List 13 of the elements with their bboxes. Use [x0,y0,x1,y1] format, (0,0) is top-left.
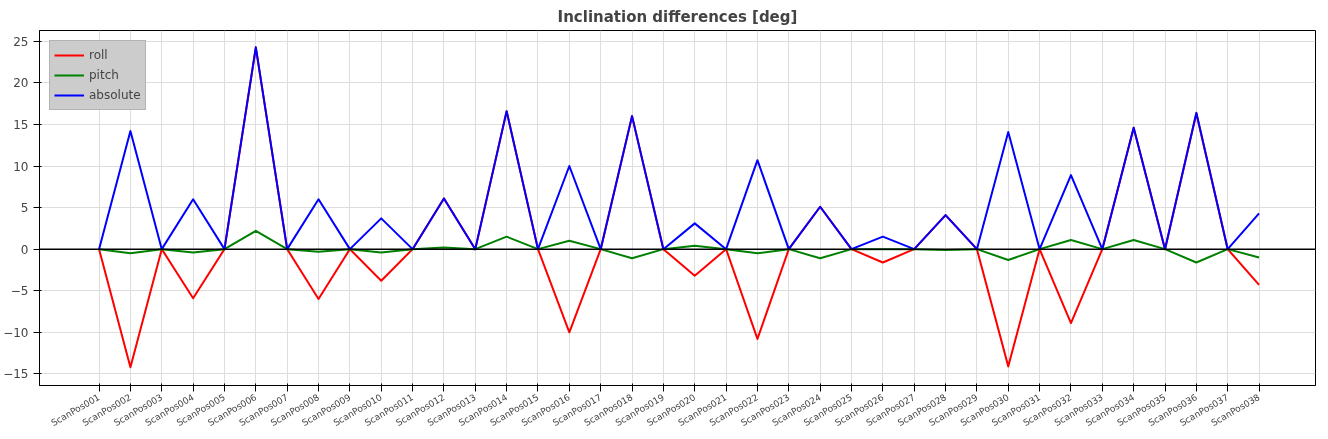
y-tick-label: 10 [13,159,29,174]
y-tick-label: 20 [13,76,29,91]
y-tick-label: −5 [10,284,29,299]
chart-title: Inclination differences [deg] [557,7,798,26]
legend-label: absolute [89,88,141,102]
legend-label: roll [89,48,109,62]
y-tick-label: −10 [3,325,29,340]
legend-label: pitch [89,68,119,82]
y-tick-label: 15 [13,117,29,132]
y-tick-label: 25 [13,34,29,49]
y-tick-label: 0 [20,242,29,257]
y-tick-label: 5 [20,201,29,216]
y-tick-label: −15 [3,367,29,382]
